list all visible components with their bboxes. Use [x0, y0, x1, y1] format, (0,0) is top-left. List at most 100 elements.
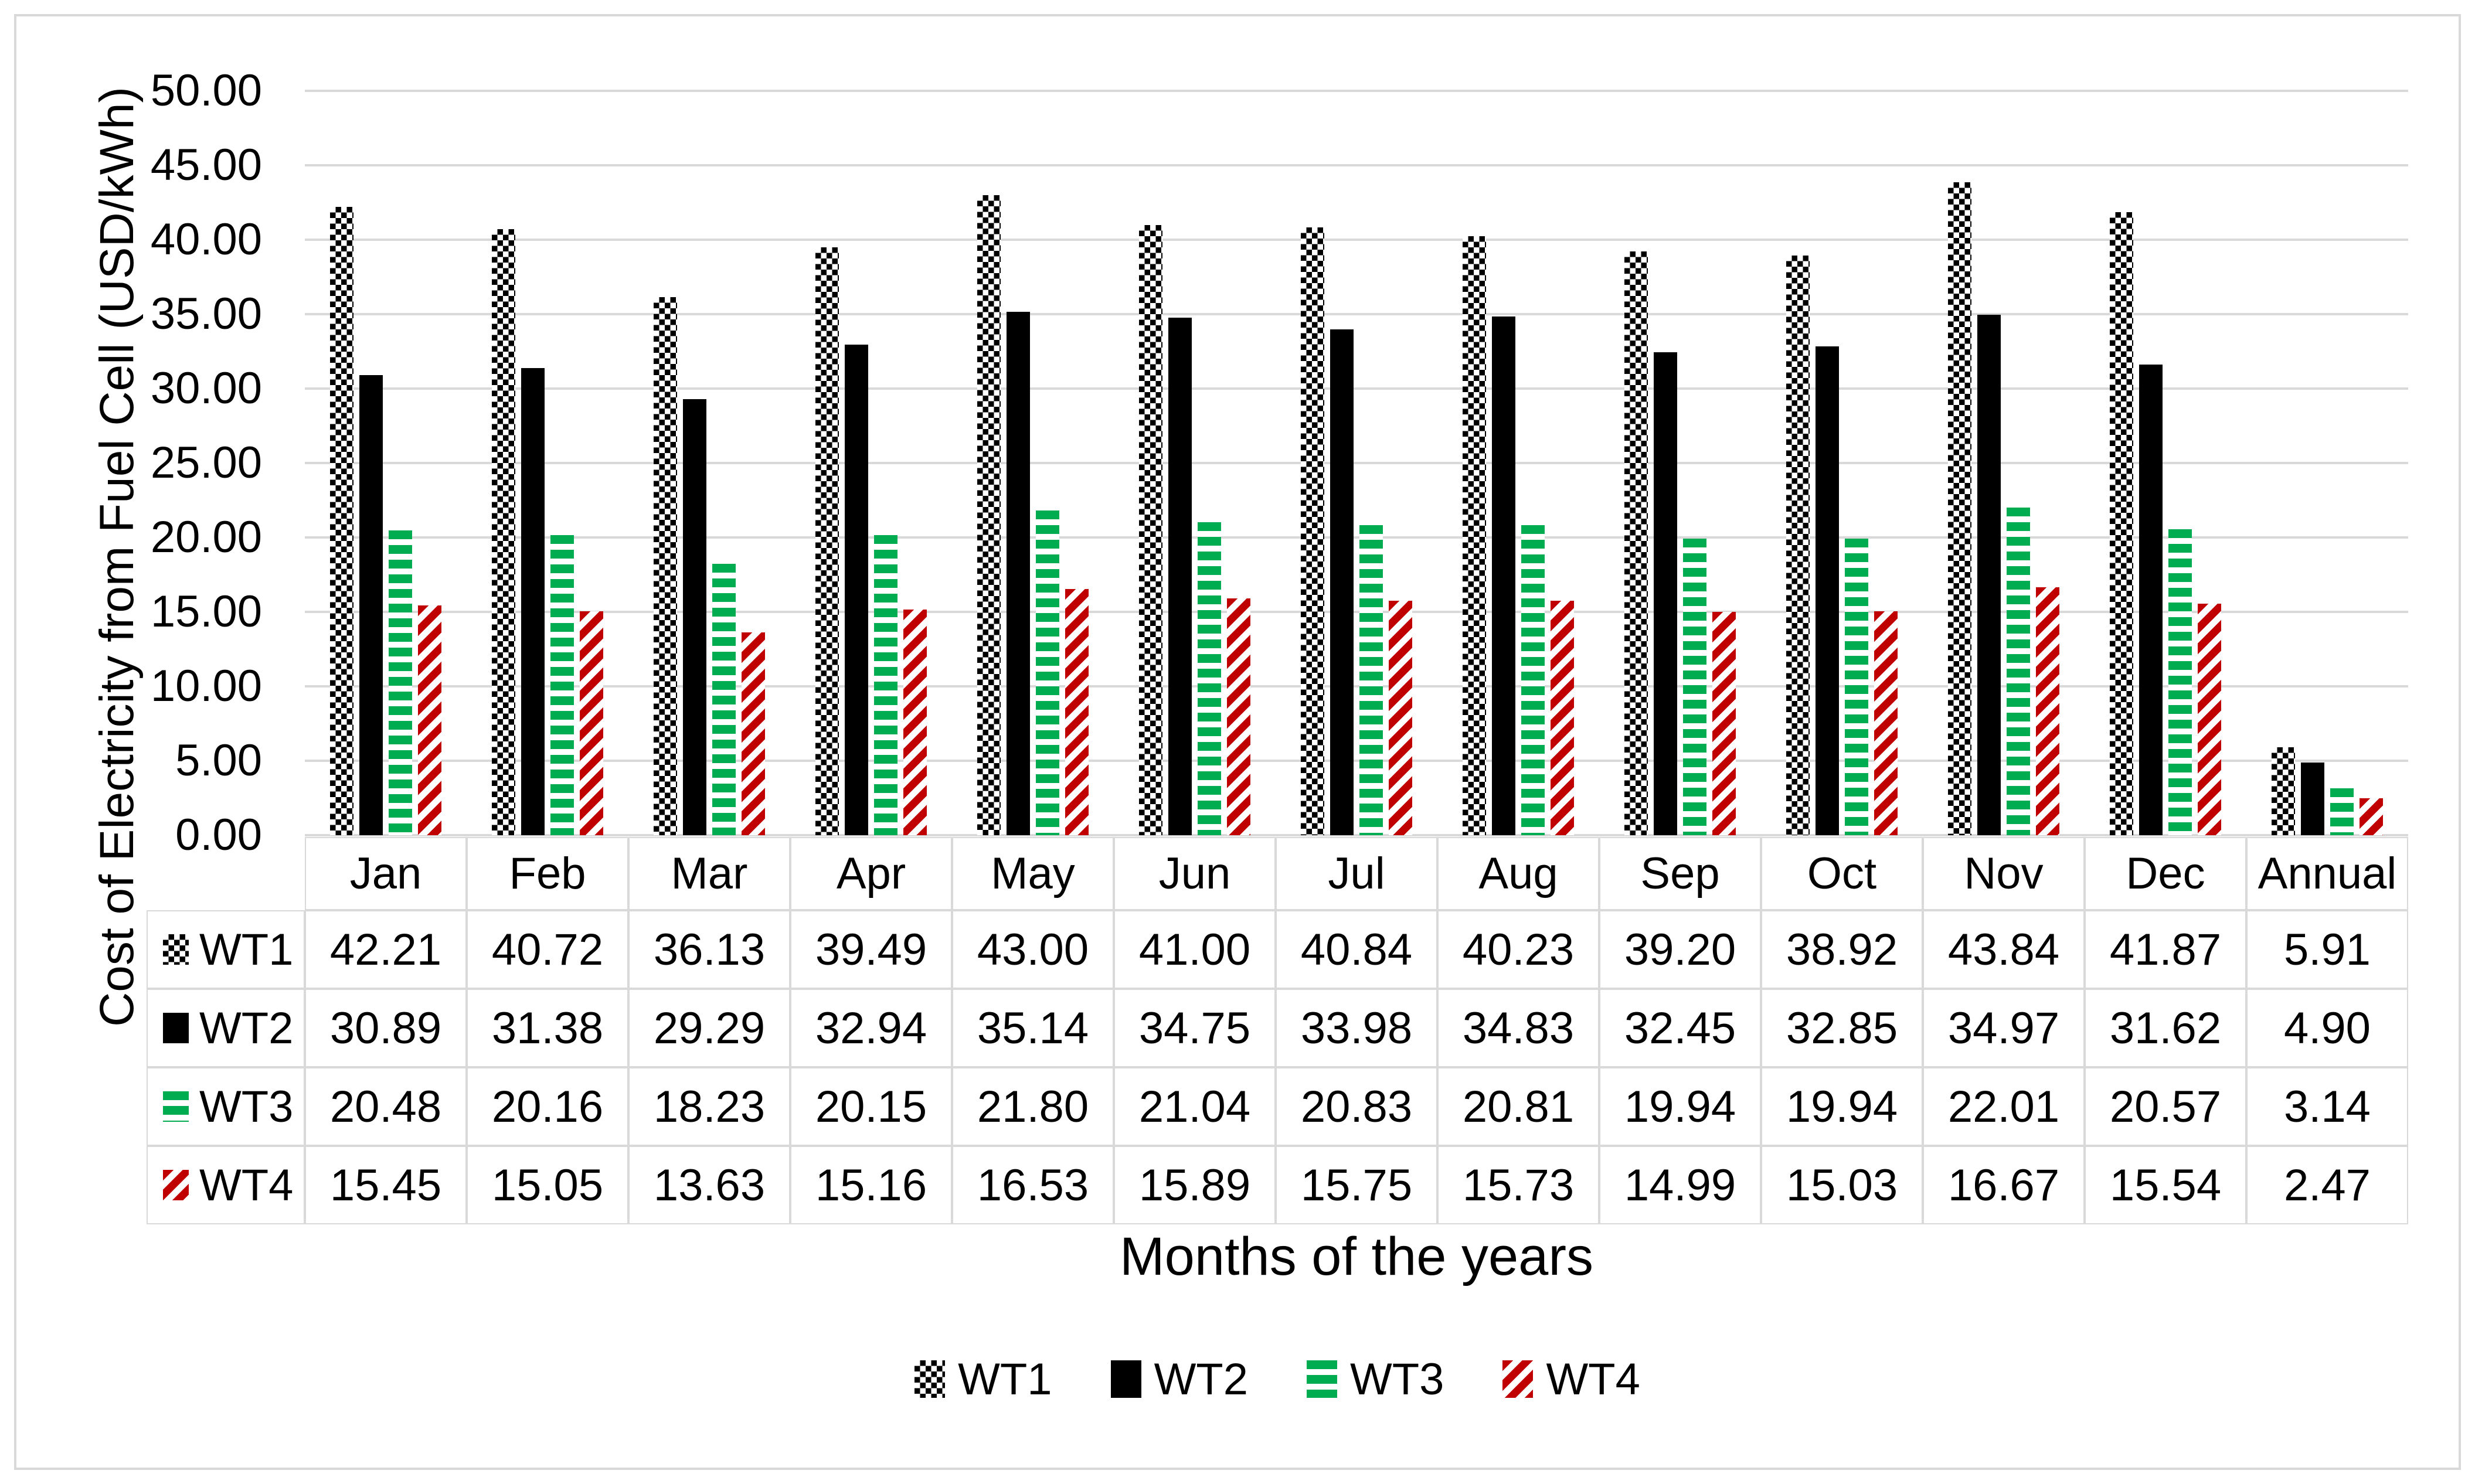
- table-header-cell-jan: Jan: [305, 837, 467, 910]
- table-value-wt2-jan: 30.89: [305, 989, 467, 1067]
- table-value-wt1-apr: 39.49: [790, 910, 952, 989]
- y-axis-tick-label: 35.00: [150, 289, 262, 339]
- legend-wt1-swatch-icon: [914, 1360, 946, 1398]
- table-value-wt3-jun: 21.04: [1114, 1067, 1276, 1146]
- table-value-wt1-sep: 39.20: [1599, 910, 1761, 989]
- table-value-wt2-jul: 33.98: [1276, 989, 1437, 1067]
- page-border: [14, 14, 2461, 1470]
- y-axis-tick-label: 25.00: [150, 438, 262, 488]
- legend-label-wt3: WT3: [1350, 1354, 1444, 1404]
- bar-wt3-dec: [2168, 529, 2192, 835]
- table-value-wt1-dec: 41.87: [2085, 910, 2246, 989]
- table-value-wt4-jun: 15.89: [1114, 1146, 1276, 1224]
- legend-label-wt4: WT4: [1546, 1354, 1640, 1404]
- bar-wt2-sep: [1654, 352, 1677, 835]
- table-row-header-label: WT3: [199, 1081, 294, 1132]
- table-header-cell-feb: Feb: [467, 837, 628, 910]
- table-value-wt3-may: 21.80: [952, 1067, 1114, 1146]
- bar-wt3-jan: [389, 530, 412, 835]
- table-value-wt2-nov: 34.97: [1923, 989, 2085, 1067]
- table-header-cell-jul: Jul: [1276, 837, 1437, 910]
- table-value-wt2-jun: 34.75: [1114, 989, 1276, 1067]
- table-value-wt4-sep: 14.99: [1599, 1146, 1761, 1224]
- table-value-wt4-aug: 15.73: [1437, 1146, 1599, 1224]
- table-header-cell-oct: Oct: [1761, 837, 1923, 910]
- table-value-wt3-apr: 20.15: [790, 1067, 952, 1146]
- bar-wt3-jul: [1359, 525, 1383, 835]
- bar-wt2-jul: [1330, 329, 1354, 835]
- bar-wt4-aug: [1551, 601, 1574, 835]
- bar-wt4-may: [1065, 589, 1089, 835]
- bar-wt2-may: [1007, 312, 1030, 835]
- bar-wt2-jun: [1168, 318, 1192, 835]
- table-value-wt1-oct: 38.92: [1761, 910, 1923, 989]
- bar-wt3-nov: [2007, 507, 2030, 835]
- table-header-cell-may: May: [952, 837, 1114, 910]
- y-axis-tick-label: 40.00: [150, 215, 262, 264]
- bar-wt3-may: [1036, 510, 1059, 835]
- bar-wt4-nov: [2036, 587, 2059, 835]
- table-value-wt4-annual: 2.47: [2246, 1146, 2408, 1224]
- table-value-wt4-jan: 15.45: [305, 1146, 467, 1224]
- y-axis-tick-label: 5.00: [175, 736, 262, 785]
- table-value-wt2-may: 35.14: [952, 989, 1114, 1067]
- table-header-cell-nov: Nov: [1923, 837, 2085, 910]
- table-value-wt2-apr: 32.94: [790, 989, 952, 1067]
- bar-wt1-oct: [1786, 256, 1810, 835]
- bar-wt2-nov: [1977, 314, 2001, 835]
- wt3-pattern-swatch-icon: [163, 1091, 189, 1122]
- bar-wt1-sep: [1624, 251, 1648, 835]
- table-value-wt4-may: 16.53: [952, 1146, 1114, 1224]
- bar-wt4-annual: [2360, 798, 2383, 835]
- y-axis-tick-label: 15.00: [150, 587, 262, 637]
- bar-wt1-feb: [492, 229, 515, 835]
- legend: WT1 WT2 WT3 WT4: [147, 1341, 2408, 1417]
- bar-wt3-aug: [1521, 525, 1545, 835]
- wt1-pattern-swatch-icon: [163, 934, 189, 965]
- table-header-cell-dec: Dec: [2085, 837, 2246, 910]
- wt4-pattern-swatch-icon: [163, 1170, 189, 1200]
- table-corner-cell: [147, 837, 305, 910]
- bar-wt3-oct: [1845, 538, 1868, 835]
- table-header-cell-jun: Jun: [1114, 837, 1276, 910]
- bar-wt4-dec: [2198, 604, 2221, 835]
- y-axis-tick-label: 0.00: [175, 810, 262, 860]
- table-row-header-label: WT2: [199, 1003, 294, 1053]
- gridline-50.00: [305, 90, 2408, 92]
- bar-wt4-jan: [418, 605, 441, 835]
- bar-wt4-mar: [742, 632, 765, 835]
- table-value-wt1-jun: 41.00: [1114, 910, 1276, 989]
- gridline-35.00: [305, 313, 2408, 315]
- gridline-0.00: [305, 834, 2408, 836]
- x-axis-title: Months of the years: [1120, 1227, 1593, 1286]
- bar-wt4-apr: [903, 609, 927, 835]
- table-value-wt3-sep: 19.94: [1599, 1067, 1761, 1146]
- table-value-wt4-oct: 15.03: [1761, 1146, 1923, 1224]
- bar-wt4-sep: [1712, 612, 1736, 835]
- table-value-wt3-oct: 19.94: [1761, 1067, 1923, 1146]
- table-value-wt1-feb: 40.72: [467, 910, 628, 989]
- table-value-wt1-nov: 43.84: [1923, 910, 2085, 989]
- table-value-wt4-apr: 15.16: [790, 1146, 952, 1224]
- table-value-wt1-mar: 36.13: [628, 910, 790, 989]
- bar-wt4-jul: [1389, 600, 1412, 835]
- bar-wt1-annual: [2272, 747, 2295, 835]
- legend-item-wt1: WT1: [914, 1354, 1052, 1405]
- bar-wt3-feb: [550, 535, 574, 835]
- table-row-header-wt2: WT2: [147, 989, 305, 1067]
- bar-wt1-apr: [815, 247, 839, 835]
- table-row-header-label: WT1: [199, 924, 294, 975]
- bar-wt1-nov: [1948, 182, 1971, 835]
- gridline-5.00: [305, 760, 2408, 762]
- table-value-wt1-jan: 42.21: [305, 910, 467, 989]
- wt2-pattern-swatch-icon: [163, 1013, 189, 1043]
- table-header-cell-apr: Apr: [790, 837, 952, 910]
- table-value-wt3-aug: 20.81: [1437, 1067, 1599, 1146]
- bar-wt1-mar: [654, 297, 677, 835]
- y-axis-tick-label: 45.00: [150, 140, 262, 190]
- bar-wt2-oct: [1816, 346, 1839, 835]
- bar-wt4-jun: [1227, 598, 1250, 835]
- table-value-wt3-dec: 20.57: [2085, 1067, 2246, 1146]
- table-value-wt2-aug: 34.83: [1437, 989, 1599, 1067]
